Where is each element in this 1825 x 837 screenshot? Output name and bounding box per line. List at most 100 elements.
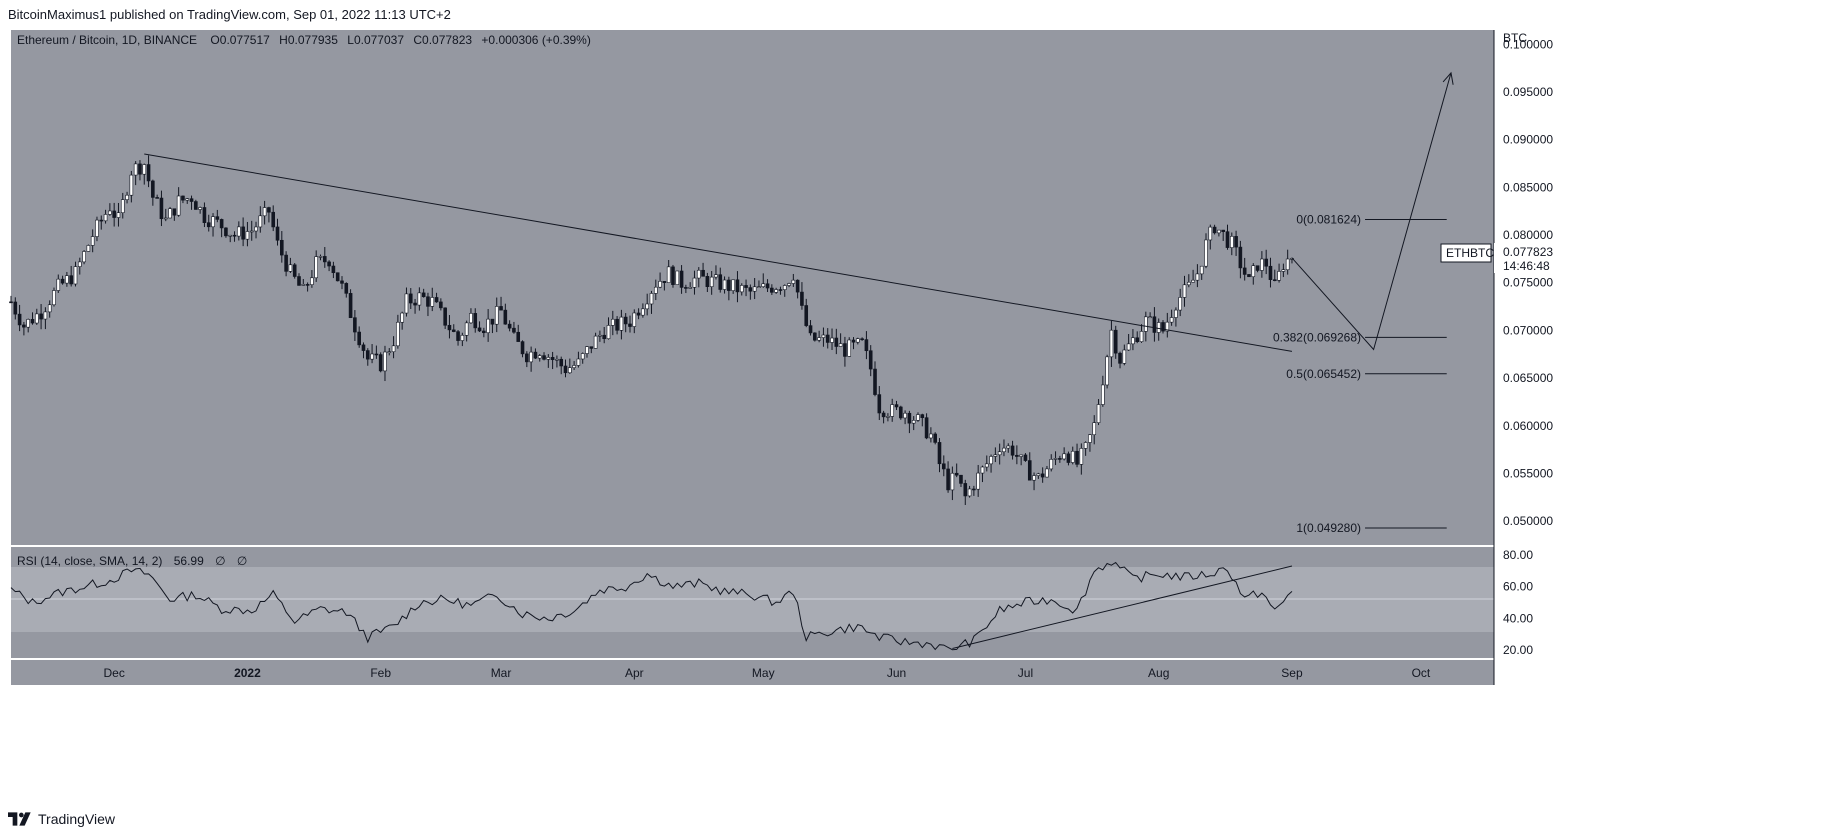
candle-up (546, 357, 551, 360)
rsi-tick-label: 20.00 (1503, 643, 1533, 657)
candle-down (280, 239, 284, 256)
candle-up (1191, 279, 1195, 283)
candle-up (1096, 404, 1101, 424)
candle-up (1285, 258, 1290, 271)
candle-down (941, 463, 946, 470)
price-tick-label: 0.090000 (1503, 133, 1553, 147)
candle-up (1281, 269, 1286, 272)
candle-down (348, 293, 353, 318)
legend-line: Ethereum / Bitcoin, 1D, BINANCE O0.07751… (17, 33, 591, 47)
candle-down (868, 350, 873, 370)
rsi-legend: RSI (14, close, SMA, 14, 2) (17, 554, 162, 568)
candle-down (937, 442, 942, 465)
candle-down (924, 417, 929, 439)
candle-down (972, 488, 976, 491)
candle-up (619, 316, 624, 331)
time-tick-label: Mar (491, 666, 512, 680)
candle-up (1165, 321, 1170, 332)
candle-up (1083, 442, 1088, 449)
candle-down (284, 254, 288, 272)
candle-up (1036, 473, 1041, 476)
candle-down (864, 339, 869, 352)
candle-down (60, 278, 65, 284)
candle-up (653, 286, 658, 294)
candle-down (1152, 316, 1157, 333)
candle-down (533, 351, 538, 359)
candle-down (1010, 445, 1015, 456)
candle-down (1225, 231, 1230, 248)
candle-up (417, 292, 422, 306)
legend-o-value: 0.077517 (220, 33, 270, 47)
candle-down (623, 316, 628, 325)
candle-up (262, 207, 267, 217)
candle-up (90, 236, 95, 246)
candle-up (34, 313, 39, 324)
candle-up (774, 289, 778, 293)
tradingview-footer[interactable]: TradingView (8, 808, 115, 830)
candle-up (598, 334, 602, 337)
candle-up (692, 277, 697, 288)
candle-down (1161, 322, 1165, 332)
candle-up (120, 199, 125, 214)
candle-down (701, 269, 705, 277)
candle-down (181, 195, 185, 201)
candle-up (237, 226, 241, 237)
candle-down (1264, 258, 1268, 267)
candle-down (499, 306, 503, 311)
candle-down (516, 331, 521, 342)
candle-up (1199, 265, 1204, 275)
candle-up (838, 343, 843, 347)
candle-up (249, 230, 254, 233)
candle-up (1169, 317, 1174, 323)
candle-up (383, 351, 387, 372)
chart-area[interactable]: 0(0.081624) 0.382(0.069268) 0.5(0.065452) 1… (0, 30, 1825, 810)
candle-down (378, 354, 383, 372)
candle-up (1148, 316, 1152, 319)
candle-up (1260, 258, 1264, 271)
price-pane[interactable] (11, 30, 1494, 545)
candle-up (731, 279, 735, 291)
candle-down (490, 318, 495, 325)
candle-up (714, 274, 718, 278)
candle-down (589, 346, 594, 349)
candle-up (610, 318, 615, 326)
time-tick-label: May (752, 666, 775, 680)
candle-up (1178, 297, 1183, 311)
candle-down (1135, 337, 1140, 343)
candle-up (585, 346, 589, 354)
candle-down (408, 293, 413, 304)
publish-line: BitcoinMaximus1 published on TradingView… (8, 7, 451, 22)
candle-up (967, 488, 972, 497)
candle-down (1113, 329, 1118, 354)
candle-down (873, 368, 877, 395)
candle-down (224, 227, 228, 237)
candle-up (1032, 475, 1036, 481)
candle-up (198, 207, 202, 210)
candle-down (477, 327, 482, 332)
tradingview-logo-icon (8, 812, 31, 826)
candle-up (404, 293, 409, 314)
candle-up (430, 297, 435, 307)
symbol-tag: ETHBTC (1446, 246, 1494, 260)
candle-down (241, 226, 245, 240)
rsi-extra1: ∅ (215, 554, 225, 568)
candle-down (413, 302, 417, 306)
candle-down (1221, 229, 1225, 232)
candle-up (782, 285, 787, 290)
candle-up (129, 174, 134, 196)
candle-down (189, 198, 194, 202)
candle-up (576, 358, 581, 366)
legend-h-label: H (279, 33, 288, 47)
candle-up (133, 163, 138, 176)
candle-up (370, 353, 374, 360)
legend-symbol: Ethereum / Bitcoin, 1D, BINANCE (17, 33, 197, 47)
candle-down (138, 163, 142, 175)
candle-up (993, 454, 998, 457)
time-axis-strip[interactable] (11, 660, 1494, 685)
candle-down (615, 318, 619, 331)
candle-down (267, 207, 271, 213)
candle-up (108, 210, 112, 215)
time-tick-label: Feb (370, 666, 391, 680)
candle-down (765, 283, 770, 289)
candle-up (168, 208, 172, 219)
